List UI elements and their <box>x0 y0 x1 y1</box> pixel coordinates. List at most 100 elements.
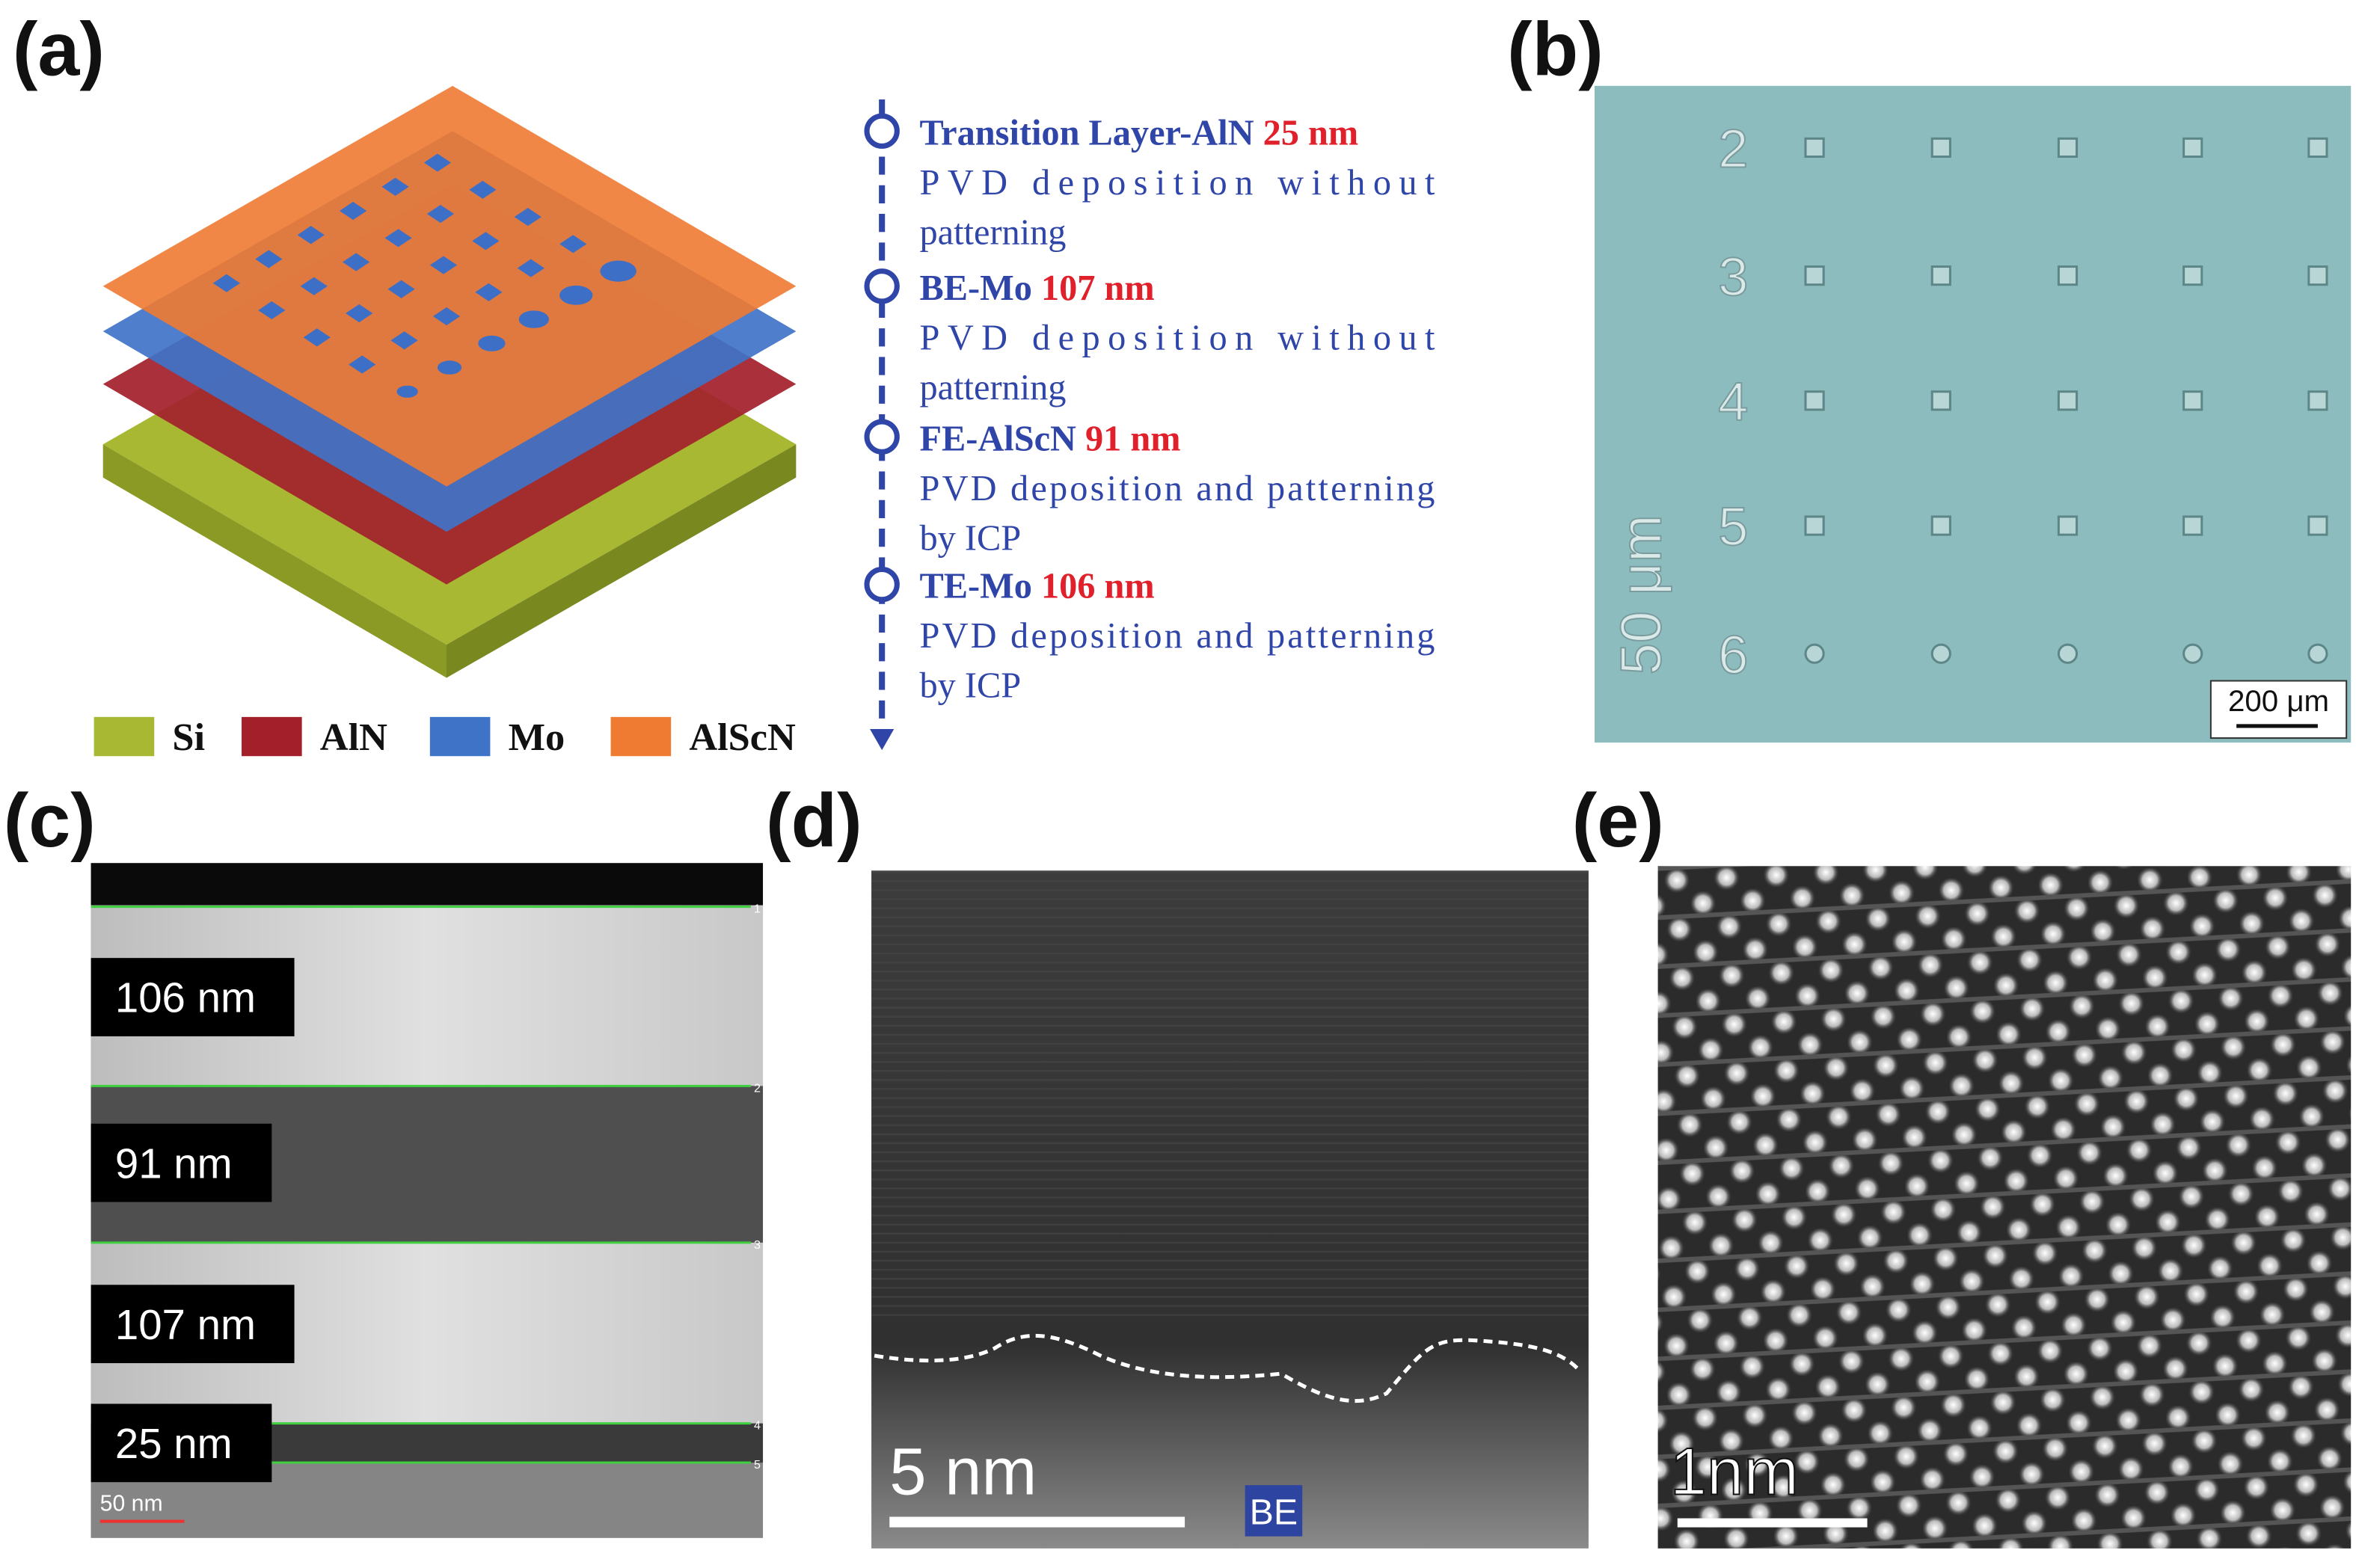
legend-swatch <box>429 716 491 757</box>
electrode <box>1804 390 1825 411</box>
interface-marker: 4 <box>754 1419 761 1433</box>
pad <box>478 335 506 351</box>
pad <box>396 385 418 398</box>
electrode <box>2307 137 2328 159</box>
legend-swatch <box>242 716 302 757</box>
legend: Si AlN Mo AlScN <box>93 716 796 759</box>
step-name: BE-Mo <box>920 268 1032 308</box>
scale-text: 1nm <box>1670 1434 1799 1508</box>
electrode <box>2182 515 2203 536</box>
step-marker <box>864 113 900 149</box>
layer-label: 107 nm <box>115 1301 256 1348</box>
side-label: 50 μm <box>1610 514 1674 674</box>
timeline-arrow <box>870 728 895 751</box>
step-thickness: 25 nm <box>1263 113 1359 153</box>
label-box <box>91 1123 272 1202</box>
panel-label: (d) <box>766 779 862 863</box>
scale-text: 200 μm <box>2228 684 2329 718</box>
haadf-image <box>1657 866 2352 1549</box>
electrode <box>2182 137 2203 159</box>
legend-label: Mo <box>509 716 565 759</box>
step-name: FE-AlScN <box>920 419 1077 458</box>
layer-labels: 1 2 3 4 5 106 nm 91 nm 107 nm 25 nm <box>91 903 761 1483</box>
electrode <box>1930 643 1951 664</box>
layer-label: 106 nm <box>115 974 256 1021</box>
panel-label: (e) <box>1572 779 1664 863</box>
electrode <box>1930 137 1951 159</box>
step-marker <box>864 419 900 455</box>
lattice-fringes <box>871 870 1589 1323</box>
micrograph <box>1594 85 2352 743</box>
pad <box>423 153 452 172</box>
panel-label: (c) <box>4 779 96 863</box>
legend-label: AlScN <box>689 716 796 759</box>
step-title: TE-Mo 106 nm <box>920 567 1155 606</box>
step-description: patterning <box>920 368 1067 408</box>
si-side <box>102 444 447 678</box>
step-title: BE-Mo 107 nm <box>920 268 1155 308</box>
electrode <box>2182 643 2203 664</box>
electrode <box>2307 515 2328 536</box>
electrode <box>2057 390 2079 411</box>
electrode <box>1804 265 1825 286</box>
step-description: PVD deposition without <box>920 163 1435 203</box>
step-thickness: 91 nm <box>1085 419 1181 458</box>
tag-box <box>1245 1485 1303 1537</box>
step-description: PVD deposition and patterning <box>920 469 1435 508</box>
step-marker <box>864 566 900 603</box>
row-label: 4 <box>1718 372 1748 432</box>
legend-swatch <box>93 716 155 757</box>
layer-label: 91 nm <box>115 1140 233 1187</box>
process-steps: Transition Layer-AlN 25 nm PVD deposition… <box>864 113 1435 706</box>
electrode <box>2057 265 2079 286</box>
label-box <box>91 1285 295 1364</box>
step-title: FE-AlScN 91 nm <box>920 419 1181 458</box>
pad <box>469 180 497 199</box>
electrode-array: 2 3 4 5 6 <box>1717 118 2328 686</box>
electrode <box>2057 137 2079 159</box>
scale-bar <box>1677 1518 1868 1528</box>
step-description: patterning <box>920 212 1067 252</box>
pad <box>212 274 241 292</box>
electrode <box>2307 265 2328 286</box>
step-thickness: 107 nm <box>1041 268 1155 308</box>
si-side <box>447 444 797 678</box>
legend-label: AlN <box>320 716 387 759</box>
layer-label: 25 nm <box>115 1420 233 1467</box>
panel-label: (b) <box>1507 8 1604 92</box>
electrode <box>1930 515 1951 536</box>
pad <box>343 253 370 271</box>
scale-box <box>2209 680 2348 740</box>
scale-text: 5 nm <box>889 1434 1037 1508</box>
electrode <box>2307 390 2328 411</box>
scale-bar <box>889 1516 1185 1528</box>
pad <box>255 250 283 268</box>
step-description: by ICP <box>920 518 1022 558</box>
pad <box>600 260 636 282</box>
step-description: by ICP <box>920 666 1022 706</box>
step-thickness: 106 nm <box>1041 567 1155 606</box>
scale-text: 50 nm <box>100 1491 163 1516</box>
electrode <box>1930 390 1951 411</box>
electrode <box>1804 643 1825 664</box>
row-label: 3 <box>1718 247 1748 307</box>
electrode <box>2182 390 2203 411</box>
electrode <box>2307 643 2328 664</box>
electrode <box>1804 137 1825 159</box>
pad <box>559 285 593 305</box>
step-marker <box>864 268 900 304</box>
electrode <box>2057 515 2079 536</box>
label-box <box>91 958 295 1036</box>
interface-marker: 2 <box>754 1081 761 1095</box>
row-label: 6 <box>1718 624 1748 685</box>
electrode <box>1804 515 1825 536</box>
pad <box>346 304 373 323</box>
step-name: TE-Mo <box>920 567 1032 606</box>
legend-swatch <box>610 716 672 757</box>
pad <box>303 328 331 347</box>
electrode <box>1930 265 1951 286</box>
pad <box>518 310 549 328</box>
tag-text: BE <box>1250 1492 1298 1533</box>
pad <box>390 331 418 350</box>
